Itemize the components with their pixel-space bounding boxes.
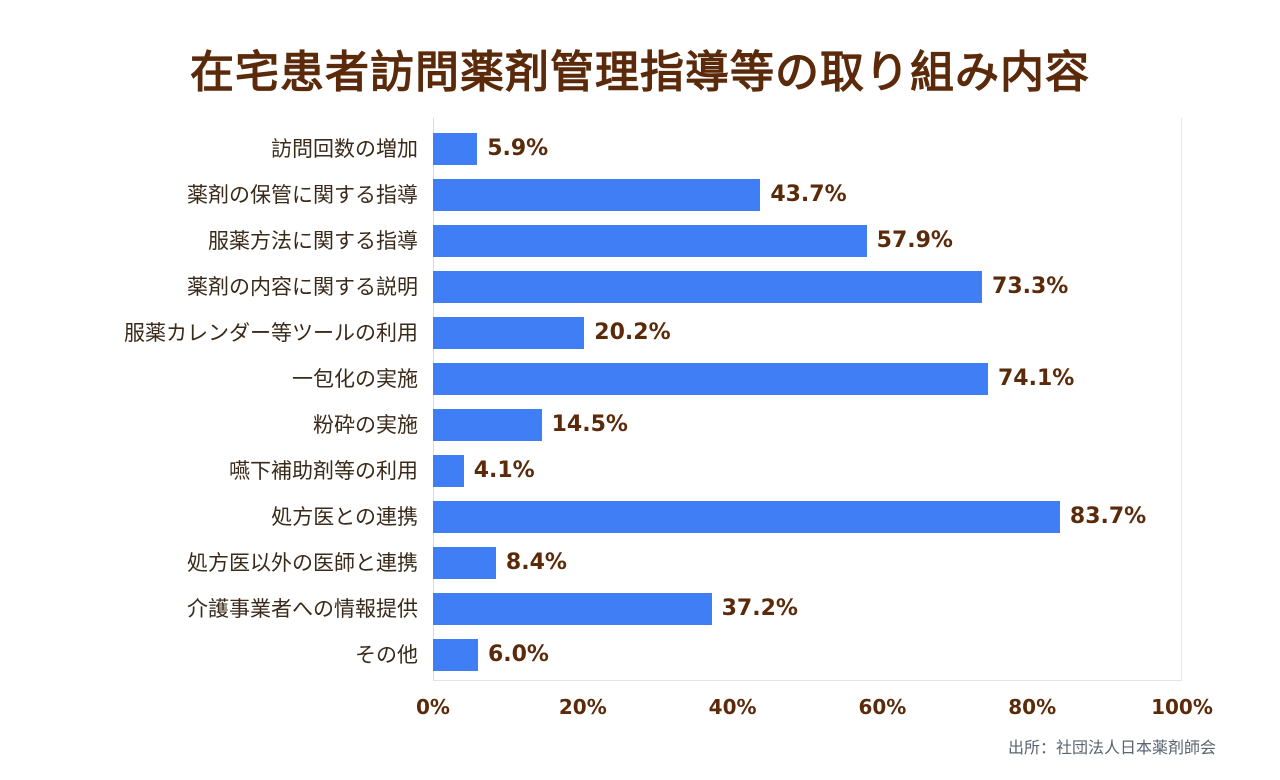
bar	[433, 271, 983, 303]
category-label: 薬剤の保管に関する指導	[187, 183, 418, 207]
bar	[433, 547, 496, 579]
bar-row: 処方医以外の医師と連携 8.4%	[0, 547, 1280, 593]
chart-title: 在宅患者訪問薬剤管理指導等の取り組み内容	[190, 47, 1090, 98]
bar-row: 粉砕の実施 14.5%	[0, 409, 1280, 455]
bar	[433, 225, 867, 257]
bar	[433, 317, 585, 349]
value-label: 14.5%	[551, 412, 628, 437]
category-label: その他	[355, 643, 418, 667]
bar	[433, 363, 988, 395]
bar-row: 訪問回数の増加 5.9%	[0, 133, 1280, 179]
bar	[433, 133, 478, 165]
category-label: 処方医以外の医師と連携	[187, 551, 418, 575]
category-label: 服薬方法に関する指導	[208, 229, 418, 253]
bar	[433, 179, 761, 211]
plot-area	[433, 118, 1182, 681]
category-label: 粉砕の実施	[313, 413, 418, 437]
bar-row: その他 6.0%	[0, 639, 1280, 685]
value-label: 20.2%	[594, 320, 671, 345]
bar-row: 介護事業者への情報提供 37.2%	[0, 593, 1280, 639]
x-tick-label: 100%	[1151, 695, 1213, 719]
bar-row: 薬剤の内容に関する説明 73.3%	[0, 271, 1280, 317]
x-tick-label: 80%	[1008, 695, 1057, 719]
source-note: 出所：社団法人日本薬剤師会	[1007, 738, 1216, 757]
category-label: 嚥下補助剤等の利用	[229, 459, 418, 483]
x-tick-label: 40%	[708, 695, 757, 719]
bar	[433, 501, 1060, 533]
bar-row: 服薬カレンダー等ツールの利用 20.2%	[0, 317, 1280, 363]
value-label: 5.9%	[487, 136, 549, 161]
category-label: 介護事業者への情報提供	[187, 597, 418, 621]
value-label: 83.7%	[1069, 504, 1147, 529]
value-label: 43.7%	[770, 182, 847, 207]
value-label: 57.9%	[876, 228, 953, 253]
value-label: 37.2%	[721, 596, 798, 621]
bar-row: 一包化の実施 74.1%	[0, 363, 1280, 409]
bar-row: 服薬方法に関する指導 57.9%	[0, 225, 1280, 271]
bar	[433, 455, 464, 487]
value-label: 8.4%	[505, 550, 567, 575]
x-tick-label: 20%	[558, 695, 607, 719]
value-label: 4.1%	[473, 458, 535, 483]
bar	[433, 409, 542, 441]
category-label: 処方医との連携	[271, 505, 418, 529]
bar-row: 薬剤の保管に関する指導 43.7%	[0, 179, 1280, 225]
category-label: 一包化の実施	[292, 367, 418, 391]
value-label: 74.1%	[998, 366, 1075, 391]
bar	[433, 593, 712, 625]
category-label: 薬剤の内容に関する説明	[187, 275, 418, 299]
category-label: 訪問回数の増加	[271, 137, 418, 161]
value-label: 6.0%	[487, 642, 549, 667]
value-label: 73.3%	[992, 274, 1069, 299]
category-label: 服薬カレンダー等ツールの利用	[124, 321, 418, 345]
bar	[433, 639, 478, 671]
bar-row: 嚥下補助剤等の利用 4.1%	[0, 455, 1280, 501]
x-tick-label: 60%	[858, 695, 907, 719]
x-tick-label: 0%	[416, 695, 450, 719]
bar-row: 処方医との連携 83.7%	[0, 501, 1280, 547]
